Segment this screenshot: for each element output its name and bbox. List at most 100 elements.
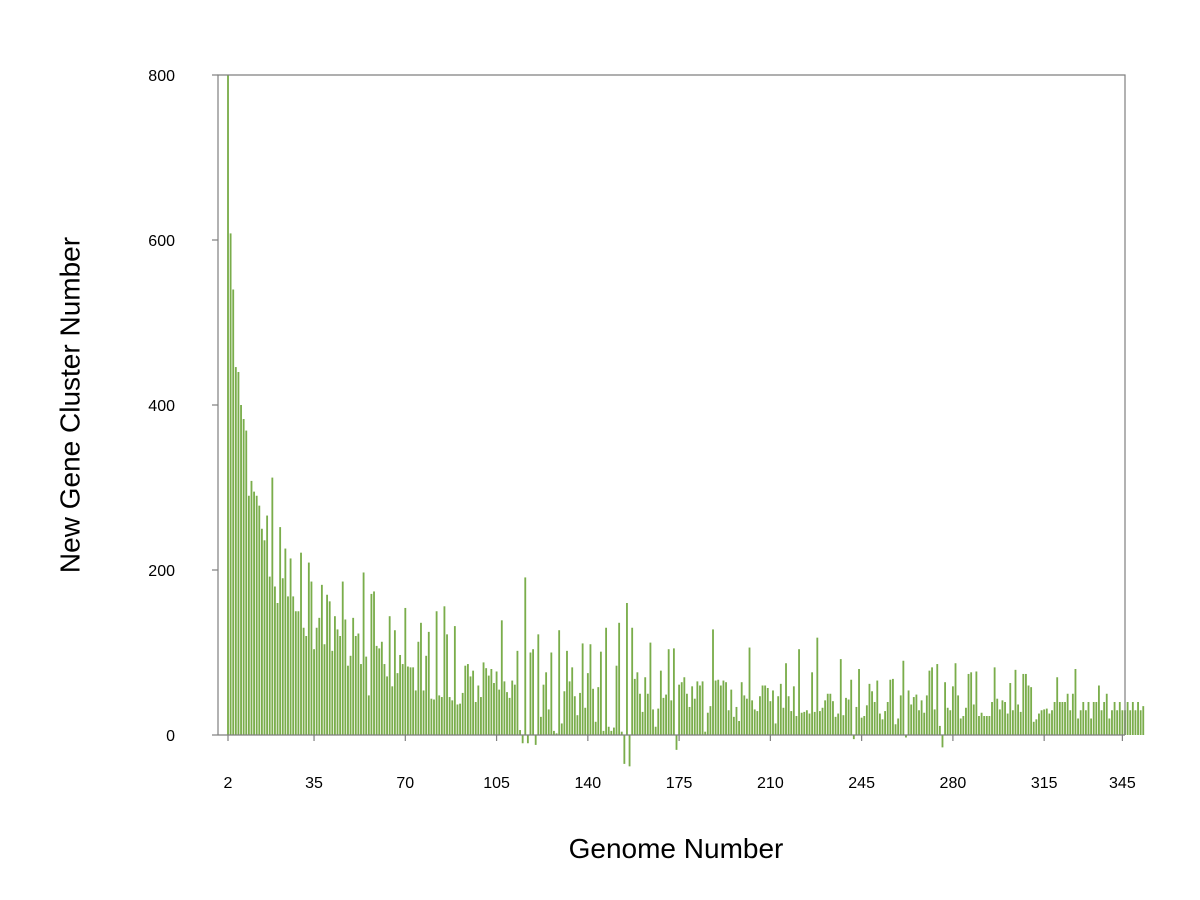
bar bbox=[923, 712, 926, 735]
bar bbox=[1064, 702, 1066, 735]
bar bbox=[1056, 677, 1059, 735]
bar bbox=[1014, 669, 1017, 735]
bar bbox=[412, 667, 415, 735]
bar bbox=[907, 690, 910, 735]
bar bbox=[490, 669, 493, 735]
bar bbox=[393, 630, 396, 735]
bar bbox=[521, 735, 524, 744]
y-tick-label: 0 bbox=[166, 728, 175, 745]
bar bbox=[456, 704, 459, 735]
bar bbox=[245, 430, 248, 735]
bar bbox=[772, 690, 774, 735]
bar bbox=[297, 611, 300, 735]
bar bbox=[938, 725, 941, 735]
bar bbox=[229, 233, 232, 735]
bar bbox=[704, 731, 707, 735]
bar bbox=[1069, 710, 1072, 735]
bar bbox=[537, 634, 540, 735]
bar bbox=[792, 686, 795, 735]
bar bbox=[566, 650, 568, 735]
bar bbox=[1045, 708, 1048, 735]
bar bbox=[834, 716, 837, 735]
bar bbox=[307, 562, 310, 735]
x-tick-label: 2 bbox=[224, 775, 233, 792]
bar bbox=[805, 710, 808, 735]
bar bbox=[300, 552, 302, 735]
bar bbox=[1108, 718, 1111, 735]
bar bbox=[1142, 706, 1145, 736]
bar bbox=[396, 673, 399, 736]
bar bbox=[912, 697, 915, 735]
bar bbox=[1082, 702, 1085, 735]
bar bbox=[654, 726, 657, 735]
bar bbox=[420, 622, 422, 735]
bar bbox=[1025, 673, 1027, 735]
bar bbox=[1139, 710, 1142, 735]
x-tick-label: 280 bbox=[940, 775, 967, 792]
bar bbox=[659, 670, 662, 735]
bar bbox=[858, 669, 860, 735]
bar bbox=[399, 654, 402, 735]
bar bbox=[1004, 702, 1006, 735]
bar bbox=[618, 622, 621, 735]
bar bbox=[253, 491, 255, 736]
bar bbox=[407, 666, 409, 735]
bar bbox=[1019, 711, 1022, 735]
bar bbox=[404, 607, 407, 735]
bar bbox=[581, 643, 584, 735]
bar bbox=[837, 713, 840, 735]
bar bbox=[276, 603, 279, 735]
bar bbox=[1006, 713, 1009, 735]
bar bbox=[951, 686, 954, 735]
bar bbox=[323, 644, 326, 735]
bar bbox=[980, 712, 983, 735]
bar bbox=[331, 650, 334, 735]
bar bbox=[829, 693, 832, 735]
bar bbox=[516, 650, 519, 735]
bar bbox=[688, 706, 691, 735]
bar bbox=[975, 671, 978, 735]
bar bbox=[1027, 685, 1030, 735]
bar bbox=[931, 667, 933, 735]
bar bbox=[1058, 702, 1061, 735]
bar bbox=[464, 665, 467, 735]
bar bbox=[451, 700, 454, 735]
bar bbox=[1032, 721, 1035, 735]
bar bbox=[482, 662, 485, 735]
bar bbox=[1053, 702, 1056, 735]
bar bbox=[832, 701, 834, 735]
bar bbox=[232, 289, 235, 735]
bar bbox=[435, 611, 438, 735]
bar bbox=[383, 664, 386, 735]
bar bbox=[928, 670, 931, 735]
bar bbox=[370, 593, 373, 735]
bar bbox=[571, 667, 574, 735]
bar bbox=[717, 679, 720, 735]
bar bbox=[511, 680, 514, 735]
bar bbox=[266, 515, 269, 735]
bar bbox=[633, 678, 636, 735]
bar bbox=[227, 75, 229, 735]
bar bbox=[740, 682, 743, 735]
bars-group bbox=[227, 75, 1145, 767]
bar bbox=[519, 730, 521, 735]
bar bbox=[983, 716, 986, 735]
bar bbox=[401, 664, 404, 735]
bar bbox=[803, 711, 806, 735]
bar bbox=[819, 711, 821, 735]
bar bbox=[766, 687, 769, 735]
bar bbox=[438, 695, 441, 735]
bar bbox=[605, 627, 608, 735]
bar bbox=[636, 672, 639, 735]
x-tick-label: 345 bbox=[1109, 775, 1136, 792]
bar bbox=[865, 705, 868, 735]
bar bbox=[1030, 687, 1033, 735]
bar bbox=[1066, 693, 1069, 735]
bar bbox=[599, 651, 602, 735]
bar bbox=[1048, 713, 1051, 735]
bar bbox=[260, 528, 263, 735]
bar bbox=[706, 712, 709, 735]
bar bbox=[287, 596, 289, 735]
bar bbox=[779, 683, 782, 735]
